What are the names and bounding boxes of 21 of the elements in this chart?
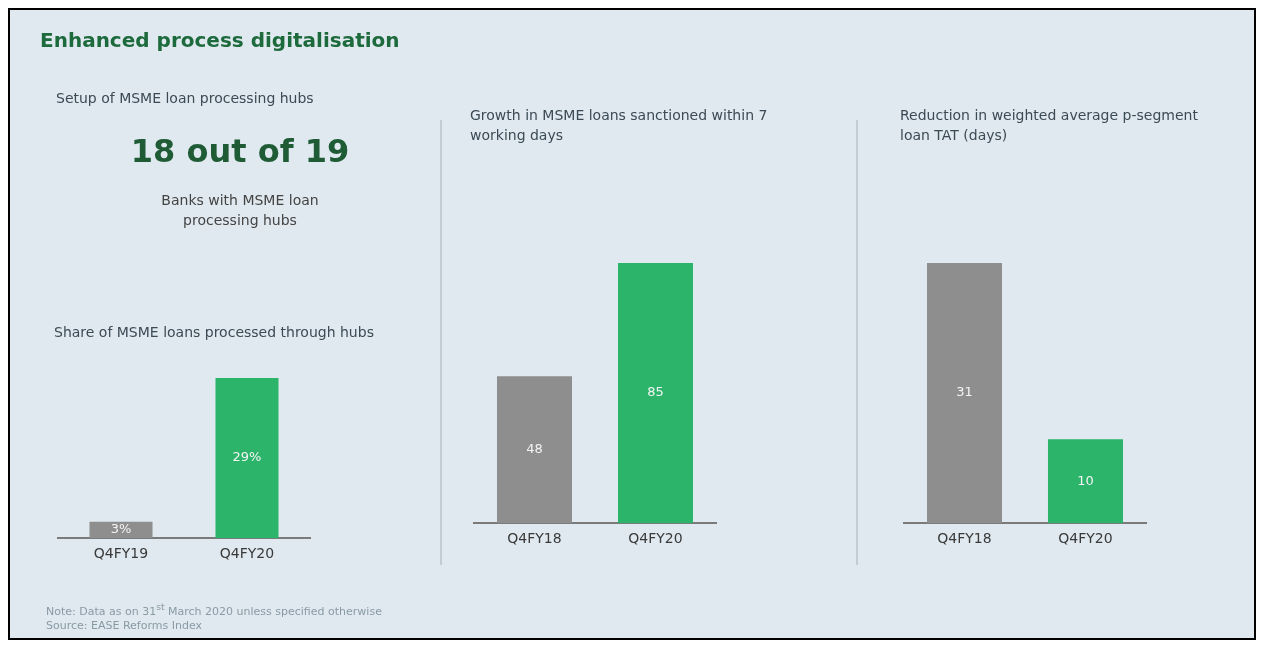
text: Enhanced process digitalisation <box>40 28 401 52</box>
data-label: 48 <box>526 441 543 457</box>
data-label: 3% <box>110 521 132 537</box>
chart-title: Growth in MSME loans sanctioned within 7 working days <box>470 106 769 145</box>
chart-title: Reduction in weighted average p-segment loan TAT (days) <box>900 106 1199 145</box>
text: Note: Data as on 31$^{st}$ March 2020 unless specified otherwise <box>46 600 382 619</box>
chart-title: Share of MSME loans processed through hubs <box>54 323 375 342</box>
text: Banks with MSME loan processing hubs <box>160 191 320 230</box>
source-note: Source: EASE Reforms Index <box>46 618 203 633</box>
x-tick-label: Q4FY18 <box>507 530 562 547</box>
x-tick-label: Q4FY18 <box>937 530 992 547</box>
x-tick-label: Q4FY20 <box>1058 530 1113 547</box>
data-label: 31 <box>956 384 973 400</box>
x-tick-label: Q4FY20 <box>628 530 683 547</box>
x-tick-label: Q4FY19 <box>93 545 149 562</box>
data-label: 29% <box>232 449 262 465</box>
text: 18 out of 19 <box>129 132 351 170</box>
x-tick-label: Q4FY20 <box>219 545 275 562</box>
data-label: 10 <box>1077 472 1094 488</box>
text: Setup of MSME loan processing hubs <box>56 90 315 106</box>
data-label: 85 <box>647 384 664 400</box>
